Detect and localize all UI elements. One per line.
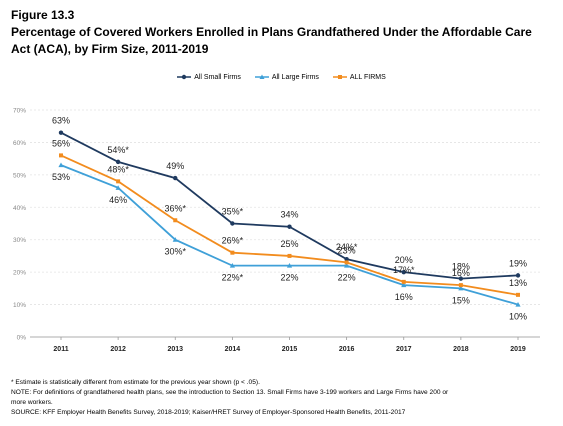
chart-notes: * Estimate is statistically different fr…: [11, 378, 556, 418]
legend-label-small-firms: All Small Firms: [194, 73, 241, 81]
data-label: 54%*: [107, 145, 129, 155]
data-point: [287, 224, 292, 229]
legend-item-all-firms: ALL FIRMS: [332, 73, 386, 81]
y-tick-label: 10%: [13, 302, 26, 309]
data-point: [230, 250, 235, 255]
y-tick-label: 70%: [13, 108, 26, 115]
legend-item-small-firms: All Small Firms: [177, 73, 241, 81]
x-tick-label: 2012: [110, 346, 126, 353]
data-label: 35%*: [222, 207, 244, 217]
y-tick-label: 40%: [13, 205, 26, 212]
data-point: [344, 256, 349, 262]
x-tick-label: 2011: [53, 346, 68, 353]
data-point: [115, 159, 121, 165]
y-tick-label: 30%: [13, 237, 26, 244]
data-label: 48%*: [107, 164, 129, 174]
data-point: [286, 263, 293, 268]
data-point: [58, 130, 64, 135]
data-point: [516, 292, 520, 297]
data-label: 34%: [280, 210, 298, 220]
data-point: [458, 283, 463, 288]
data-label: 19%: [509, 258, 527, 268]
y-tick-label: 0%: [17, 335, 27, 342]
figure-label: Figure 13.3: [11, 8, 75, 22]
x-tick-label: 2019: [510, 346, 526, 353]
legend-swatch-small-firms: [177, 74, 192, 80]
data-point: [172, 237, 178, 242]
data-point: [173, 218, 178, 223]
data-label: 23%: [338, 245, 356, 255]
data-point: [344, 260, 349, 265]
data-label: 53%: [52, 172, 70, 182]
data-label: 49%: [166, 161, 184, 171]
legend-swatch-all-firms: [332, 75, 347, 79]
x-tick-label: 2018: [453, 346, 469, 353]
data-point: [58, 162, 64, 168]
data-label: 56%: [52, 138, 70, 148]
data-label: 17%*: [393, 265, 415, 275]
data-label: 13%: [509, 278, 527, 288]
data-point: [115, 185, 121, 190]
legend-item-large-firms: All Large Firms: [254, 73, 319, 81]
data-point: [458, 276, 464, 281]
line-chart: 0% 10% 20% 30% 40% 50% 60% 70% 2011 2012 2013 2014 2…: [13, 108, 540, 353]
data-point: [401, 282, 407, 288]
data-label: 26%*: [222, 236, 244, 246]
legend-swatch-large-firms: [254, 74, 269, 79]
data-label: 36%*: [164, 203, 186, 213]
x-tick-label: 2015: [282, 346, 298, 353]
data-point: [401, 269, 406, 275]
data-point: [116, 179, 121, 184]
x-tick-label: 2016: [339, 346, 355, 353]
chart-title: Percentage of Covered Workers Enrolled i…: [11, 25, 532, 56]
data-point: [458, 285, 464, 291]
data-label: 24%*: [336, 242, 358, 252]
data-label: 16%: [395, 292, 413, 302]
data-label: 46%: [109, 195, 127, 205]
data-label: 18%: [452, 262, 470, 272]
data-point: [173, 175, 178, 181]
x-tick-label: 2017: [396, 346, 412, 353]
x-tick-label: 2014: [225, 346, 241, 353]
y-tick-label: 20%: [13, 270, 26, 277]
data-label: 22%*: [222, 273, 244, 283]
data-point: [515, 301, 521, 307]
data-label: 30%*: [164, 247, 186, 257]
data-point: [59, 153, 63, 158]
data-label: 10%: [509, 312, 527, 322]
data-label: 22%: [280, 273, 298, 283]
note-source: SOURCE: KFF Employer Health Benefits Sur…: [11, 409, 406, 416]
y-tick-label: 50%: [13, 172, 26, 179]
data-label: 25%: [280, 239, 298, 249]
data-label: 63%: [52, 116, 70, 126]
data-point: [515, 273, 521, 278]
data-point: [401, 279, 406, 284]
chart-legend: All Small Firms All Large Firms ALL FIRM…: [0, 73, 563, 81]
data-point: [229, 263, 235, 268]
data-label: 22%: [338, 273, 356, 283]
legend-label-large-firms: All Large Firms: [271, 73, 319, 81]
data-point: [287, 253, 292, 258]
note-definitions: NOTE: For definitions of grandfathered h…: [11, 389, 449, 396]
data-point: [230, 221, 235, 226]
x-tick-label: 2013: [167, 346, 183, 353]
note-significance: * Estimate is statistically different fr…: [11, 379, 260, 386]
data-label: 15%: [452, 295, 470, 305]
data-label: 16%: [452, 268, 470, 278]
note-definitions-cont: more workers.: [11, 399, 53, 406]
y-tick-label: 60%: [13, 140, 26, 147]
data-label: 20%: [395, 255, 413, 265]
data-point: [344, 263, 350, 268]
legend-label-all-firms: ALL FIRMS: [349, 73, 386, 81]
